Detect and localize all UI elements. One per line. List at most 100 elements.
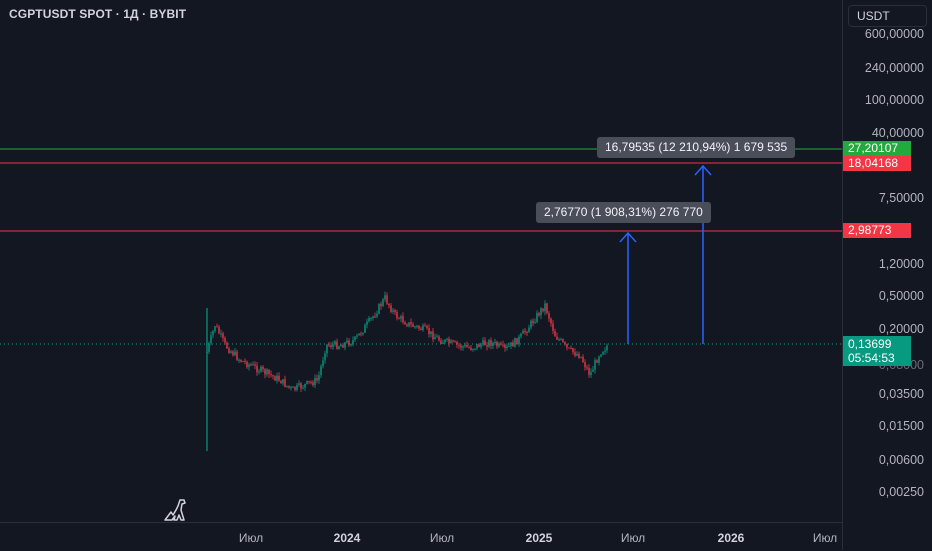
current-price-tag[interactable]: 0,13699 05:54:53 <box>843 336 911 366</box>
current-price-value: 0,13699 <box>848 337 892 351</box>
price-tick: 40,00000 <box>871 126 924 140</box>
candle-body <box>360 333 362 335</box>
candle-body <box>382 299 384 306</box>
price-tick: 1,20000 <box>878 257 924 271</box>
candle-body <box>220 333 222 335</box>
candle-body <box>552 323 554 332</box>
candle-body <box>270 374 272 376</box>
candle-body <box>596 360 598 363</box>
candle-body <box>582 356 584 363</box>
candle-body <box>246 361 248 368</box>
candle-body <box>292 386 294 388</box>
candle-body <box>434 337 436 340</box>
time-axis[interactable] <box>0 522 842 551</box>
candle-body <box>478 344 480 348</box>
candle-body <box>304 383 306 388</box>
candle-body <box>474 348 476 350</box>
candle-body <box>442 342 444 344</box>
candle-body <box>564 342 566 344</box>
candle-body <box>338 346 340 349</box>
candle-body <box>532 320 534 324</box>
candle-body <box>298 383 300 385</box>
time-label: 2025 <box>525 531 553 545</box>
candle-body <box>572 348 574 353</box>
candle-body <box>602 351 604 355</box>
candle-body <box>446 338 448 340</box>
candle-body <box>342 344 344 348</box>
candle-body <box>232 351 234 356</box>
candle-body <box>470 347 472 350</box>
candle-body <box>368 318 370 322</box>
price-tick: 240,00000 <box>864 61 924 75</box>
candle-body <box>424 325 426 327</box>
candle-body <box>548 313 550 319</box>
chart-canvas[interactable] <box>0 0 842 522</box>
candle-body <box>418 325 420 329</box>
countdown-timer: 05:54:53 <box>848 351 895 365</box>
candle-body <box>544 303 546 312</box>
candle-body <box>460 345 462 348</box>
candle-body <box>528 327 530 333</box>
candle-body <box>268 369 270 375</box>
price-axis[interactable]: 600,00000 240,00000 100,00000 40,00000 7… <box>842 0 932 550</box>
candle-body <box>346 340 348 343</box>
candle-body <box>336 341 338 349</box>
candle-body <box>236 351 238 361</box>
measure-arrows <box>619 164 712 344</box>
candle-body <box>228 348 230 353</box>
candle-body <box>492 342 494 346</box>
candle-body <box>584 362 586 368</box>
candle-body <box>502 344 504 346</box>
candle-body <box>466 345 468 348</box>
candle-body <box>252 364 254 366</box>
price-tag-red-lower[interactable]: 2,98773 <box>843 223 911 238</box>
candle-body <box>256 365 258 373</box>
candle-body <box>326 344 328 354</box>
currency-selector-button[interactable]: USDT <box>848 5 927 27</box>
candle-body <box>230 351 232 353</box>
candle-body <box>214 326 216 332</box>
candle-body <box>570 347 572 349</box>
candle-body <box>440 340 442 344</box>
candle-body <box>318 375 320 381</box>
candle-body <box>278 375 280 381</box>
candle-body <box>420 328 422 330</box>
time-label: Июл <box>620 531 646 545</box>
time-label: 2026 <box>717 531 745 545</box>
candle-body <box>606 345 608 351</box>
candle-body <box>384 295 386 300</box>
candle-body <box>372 316 374 319</box>
candle-body <box>428 328 430 335</box>
candle-body <box>414 326 416 328</box>
candle-body <box>398 318 400 320</box>
time-label: 2024 <box>333 531 361 545</box>
tradingview-logo-icon[interactable] <box>162 496 190 524</box>
time-label: Июл <box>238 531 264 545</box>
candle-body <box>376 313 378 317</box>
candle-body <box>574 352 576 356</box>
measure-label-1[interactable]: 2,76770 (1 908,31%) 276 770 <box>536 202 711 223</box>
candle-body <box>348 340 350 346</box>
price-tag-green[interactable]: 27,20107 <box>843 141 911 156</box>
candle-body <box>486 345 488 347</box>
candle-body <box>516 338 518 345</box>
time-label: Июл <box>429 531 455 545</box>
candle-body <box>324 353 326 361</box>
candle-body <box>276 375 278 381</box>
symbol-title[interactable]: CGPTUSDT SPOT · 1Д · BYBIT <box>9 7 187 21</box>
measure-label-2[interactable]: 16,79535 (12 210,94%) 1 679 535 <box>597 137 796 158</box>
candle-body <box>472 348 474 350</box>
candle-body <box>244 361 246 363</box>
candlestick-series <box>206 291 608 451</box>
candle-body <box>578 353 580 358</box>
candle-body <box>422 325 424 330</box>
chart-area[interactable]: CGPTUSDT SPOT · 1Д · BYBIT 2,76770 (1 90… <box>0 0 842 522</box>
candle-body <box>210 335 212 344</box>
price-tag-red-upper[interactable]: 18,04168 <box>843 156 911 171</box>
candle-body <box>590 371 592 376</box>
candle-body <box>300 383 302 389</box>
candle-body <box>260 366 262 372</box>
price-tick: 100,00000 <box>864 93 924 107</box>
candle-body <box>600 354 602 357</box>
candle-body <box>554 331 556 337</box>
